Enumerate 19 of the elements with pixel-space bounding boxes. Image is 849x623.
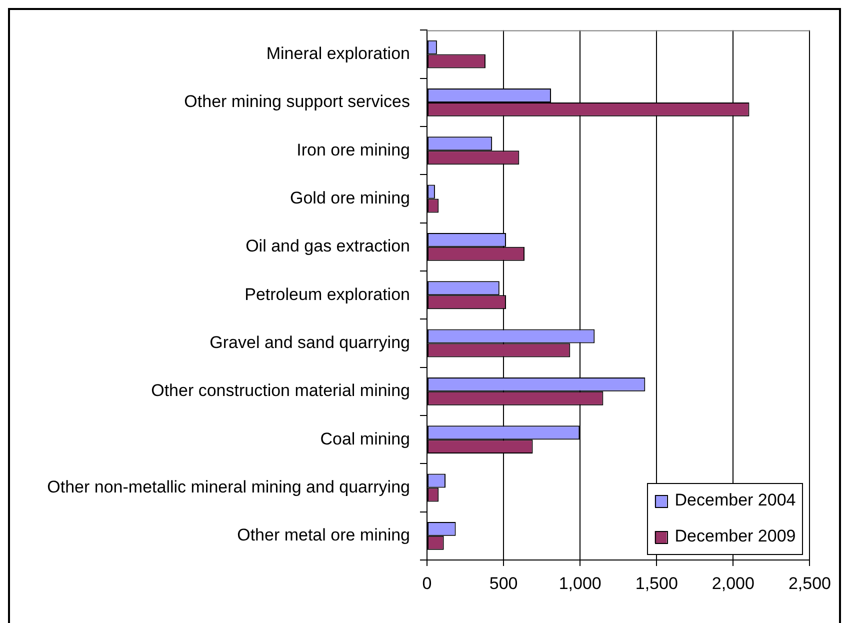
y-tick-label: Iron ore mining — [296, 140, 410, 160]
y-tick-label: Gold ore mining — [290, 188, 410, 208]
y-tick-label: Other metal ore mining — [237, 526, 410, 545]
x-tick-label: 1,500 — [635, 574, 678, 593]
y-tick-label: Coal mining — [320, 429, 410, 448]
y-tick-label: Gravel and sand quarrying — [210, 332, 410, 352]
y-tick-label: Mineral exploration — [266, 44, 410, 63]
x-tick-label: 2,000 — [712, 574, 754, 593]
y-tick-label: Petroleum exploration — [244, 284, 410, 304]
y-tick-label: Other construction material mining — [151, 381, 410, 400]
y-tick-label: Other mining support services — [184, 92, 410, 112]
y-tick-label: Oil and gas extraction — [246, 236, 410, 256]
legend-label: December 2009 — [674, 526, 796, 546]
x-tick-label: 1,000 — [558, 574, 602, 593]
legend-label: December 2004 — [674, 490, 796, 510]
x-tick-label: 2,500 — [788, 574, 832, 593]
x-tick-label: 500 — [489, 574, 518, 593]
y-tick-label: Other non-metallic mineral mining and quarrying — [47, 477, 410, 496]
x-tick-label: 0 — [422, 574, 432, 593]
